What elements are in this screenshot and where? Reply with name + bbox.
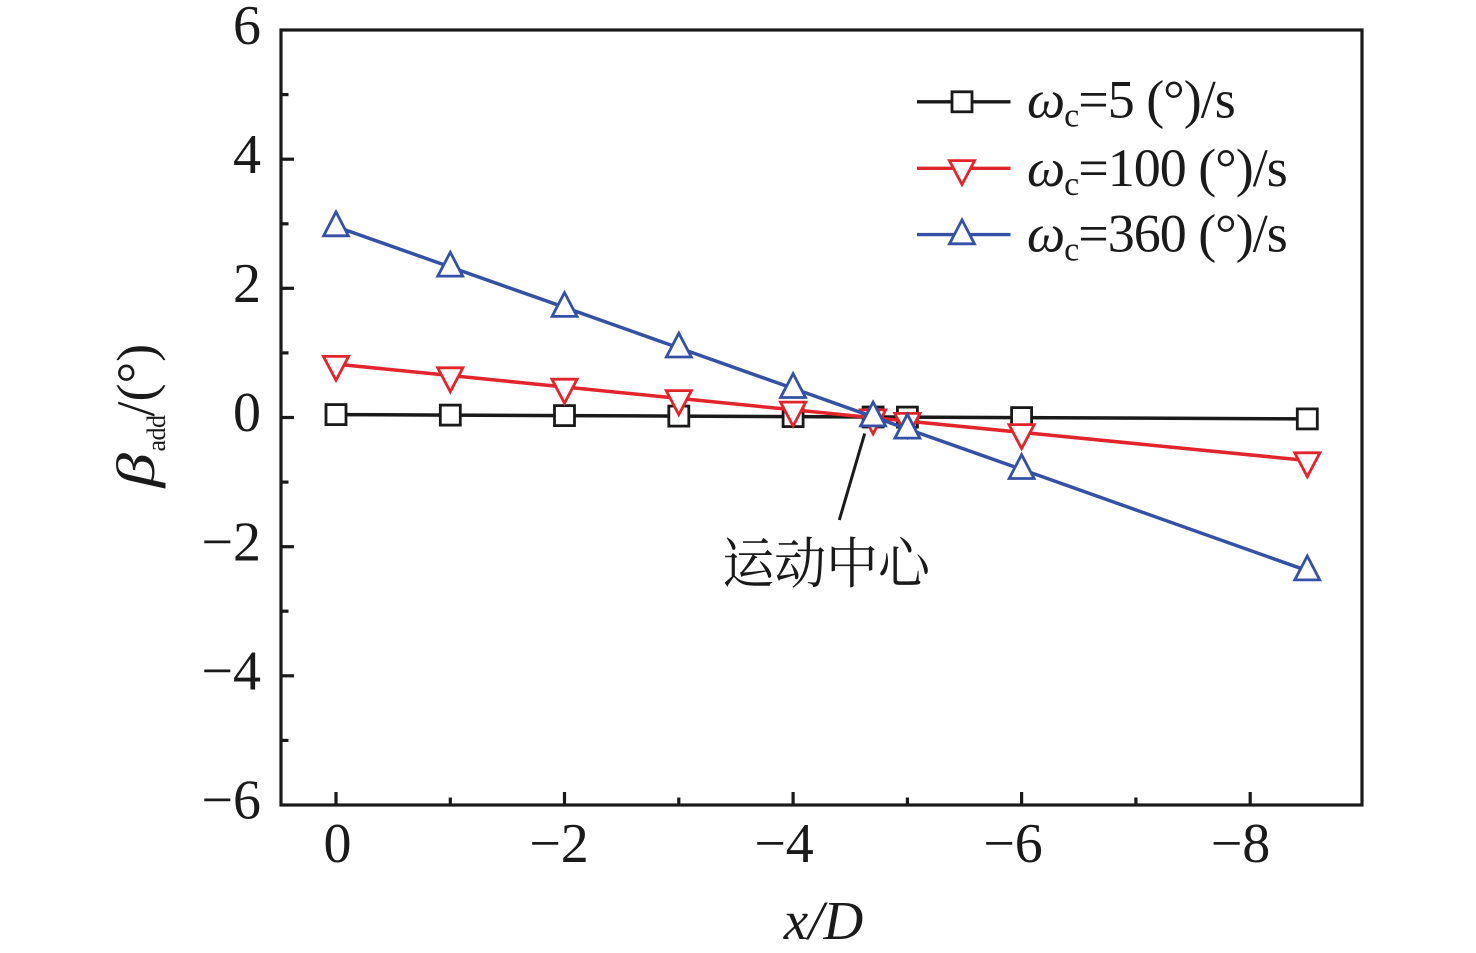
svg-text:0: 0 <box>233 382 261 444</box>
svg-text:ωc=360 (°)/s: ωc=360 (°)/s <box>1027 204 1287 269</box>
svg-text:−6: −6 <box>201 770 261 832</box>
svg-text:x/D: x/D <box>783 890 863 951</box>
svg-text:β: β <box>107 453 166 489</box>
svg-text:add: add <box>142 415 171 452</box>
svg-text:0: 0 <box>324 813 352 875</box>
svg-text:4: 4 <box>233 124 261 186</box>
svg-text:−4: −4 <box>201 641 261 703</box>
svg-text:−2: −2 <box>529 813 589 875</box>
svg-text:ωc=100 (°)/s: ωc=100 (°)/s <box>1027 138 1287 203</box>
svg-text:−6: −6 <box>983 813 1043 875</box>
svg-text:/(°): /(°) <box>106 344 166 417</box>
svg-text:ωc=5 (°)/s: ωc=5 (°)/s <box>1027 69 1235 134</box>
svg-text:2: 2 <box>233 253 261 315</box>
svg-text:6: 6 <box>233 0 261 57</box>
svg-text:−8: −8 <box>1211 813 1271 875</box>
svg-text:−2: −2 <box>201 511 261 573</box>
svg-text:−4: −4 <box>754 813 814 875</box>
